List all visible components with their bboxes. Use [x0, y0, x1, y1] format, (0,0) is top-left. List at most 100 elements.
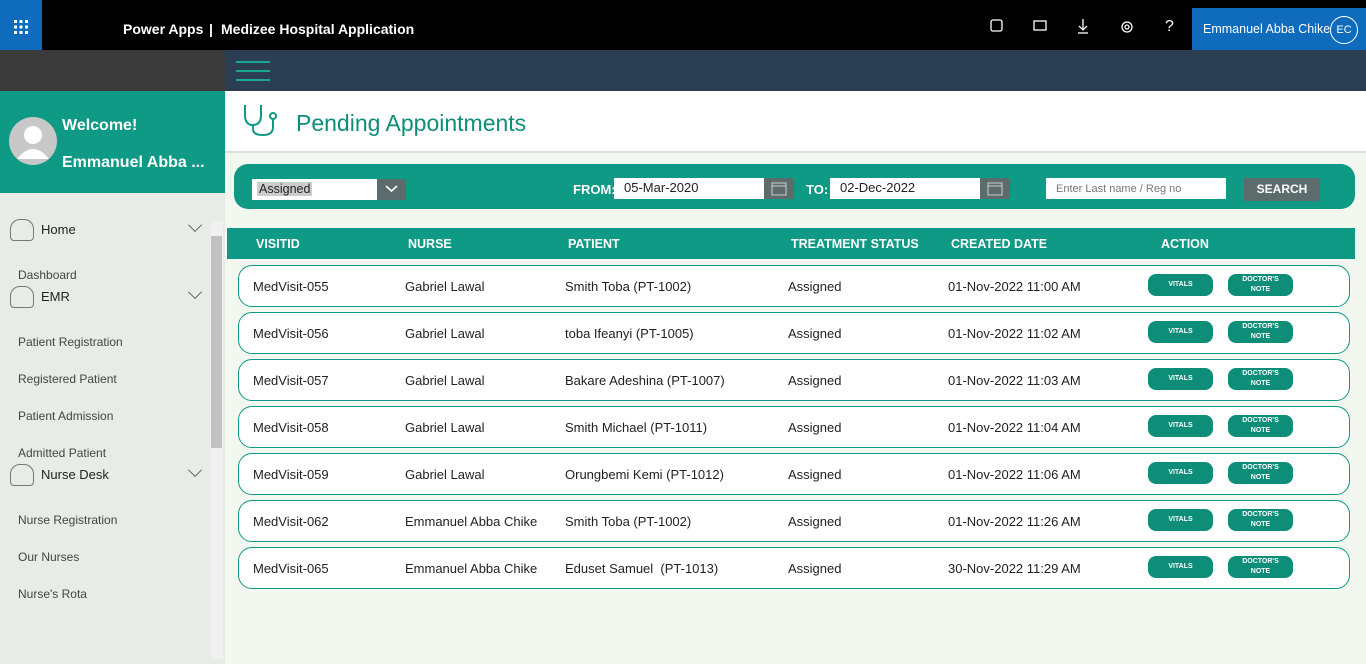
menu-item[interactable]: Nurse Registration — [18, 513, 118, 527]
menu-item[interactable]: Nurse's Rota — [18, 587, 87, 601]
vitals-button[interactable]: VITALS — [1148, 509, 1213, 531]
table-row[interactable]: MedVisit-057 Gabriel Lawal Bakare Adeshina… — [238, 359, 1350, 401]
menu-icon — [10, 219, 34, 241]
menu-chevron[interactable] — [188, 463, 202, 477]
vitals-button[interactable]: VITALS — [1148, 274, 1213, 296]
column-header: PATIENT — [568, 237, 620, 251]
table-cell: 01-Nov-2022 11:06 AM — [948, 467, 1081, 482]
column-header: ACTION — [1161, 237, 1209, 251]
search-input[interactable]: Enter Last name / Reg no — [1046, 178, 1226, 199]
table-row[interactable]: MedVisit-055 Gabriel Lawal Smith Toba (PT-… — [238, 265, 1350, 307]
welcome: Welcome! — [62, 117, 138, 134]
table-row[interactable]: MedVisit-062 Emmanuel Abba Chike Smith Tob… — [238, 500, 1350, 542]
table-cell: Assigned — [788, 420, 842, 435]
table-cell: Smith Michael (PT-1011) — [565, 420, 708, 435]
menu-item[interactable]: Patient Admission — [18, 409, 114, 423]
table-row[interactable]: MedVisit-059 Gabriel Lawal Orungbemi Kemi … — [238, 453, 1350, 495]
column-header: CREATED DATE — [951, 237, 1048, 251]
sidebar: Welcome! Emmanuel Abba ... Home Dashboard… — [0, 91, 225, 664]
table-body: MedVisit-055 Gabriel Lawal Smith Toba (PT-… — [225, 265, 1366, 664]
doctors-note-button[interactable]: DOCTOR'S NOTE — [1228, 556, 1293, 578]
table-cell: Gabriel Lawal — [405, 279, 485, 294]
from-calendar[interactable] — [764, 178, 794, 199]
nav-bar — [0, 50, 1366, 91]
scroll-thumb[interactable] — [211, 236, 222, 448]
profile-name: Emmanuel Abba ... — [62, 154, 205, 171]
to-calendar[interactable] — [980, 178, 1010, 199]
chevron — [385, 185, 398, 193]
from-date[interactable]: 05-Mar-2020 — [614, 178, 764, 199]
user-area[interactable]: Emmanuel Abba Chike EC — [1192, 8, 1366, 50]
menu-group[interactable]: Home — [41, 222, 76, 237]
menu: Home Dashboard EMR Patient Registration Regi… — [0, 218, 210, 664]
column-header: TREATMENT STATUS — [791, 237, 919, 251]
menu-group[interactable]: Nurse Desk — [41, 467, 109, 482]
menu-icon — [10, 464, 34, 486]
table-cell: Gabriel Lawal — [405, 467, 485, 482]
hamburger[interactable] — [236, 60, 272, 82]
vitals-button[interactable]: VITALS — [1148, 462, 1213, 484]
table-cell: Assigned — [788, 467, 842, 482]
table-cell: Bakare Adeshina (PT-1007) — [565, 373, 725, 388]
table-cell: Smith Toba (PT-1002) — [565, 514, 692, 529]
status-value: Assigned — [257, 182, 313, 196]
doctors-note-button[interactable]: DOCTOR'S NOTE — [1228, 368, 1293, 390]
table-cell: Assigned — [788, 373, 842, 388]
calendar-icon — [771, 182, 787, 196]
app-name: Power Apps — [123, 21, 204, 37]
page-header: Pending Appointments — [225, 91, 1366, 153]
table-row[interactable]: MedVisit-065 Emmanuel Abba Chike Eduset Sa… — [238, 547, 1350, 589]
table-cell: 01-Nov-2022 11:03 AM — [948, 373, 1081, 388]
waffle-icon — [14, 20, 28, 34]
vitals-button[interactable]: VITALS — [1148, 415, 1213, 437]
vitals-button[interactable]: VITALS — [1148, 321, 1213, 343]
table-cell: 01-Nov-2022 11:04 AM — [948, 420, 1081, 435]
table-cell: Assigned — [788, 326, 842, 341]
menu-item[interactable]: Dashboard — [18, 268, 77, 282]
main: Pending Appointments Assigned FROM: 05-M… — [225, 91, 1366, 664]
table-cell: MedVisit-058 — [253, 420, 329, 435]
app-title: Medizee Hospital Application — [221, 21, 415, 37]
menu-chevron[interactable] — [188, 285, 202, 299]
table-cell: Assigned — [788, 279, 842, 294]
menu-item[interactable]: Patient Registration — [18, 335, 123, 349]
doctors-note-button[interactable]: DOCTOR'S NOTE — [1228, 415, 1293, 437]
doctors-note-button[interactable]: DOCTOR'S NOTE — [1228, 462, 1293, 484]
search-button[interactable]: SEARCH — [1244, 178, 1320, 201]
to-date[interactable]: 02-Dec-2022 — [830, 178, 980, 199]
table-cell: 30-Nov-2022 11:29 AM — [948, 561, 1081, 576]
top-bar: Power Apps | Medizee Hospital Applicatio… — [0, 0, 1366, 50]
column-header: NURSE — [408, 237, 452, 251]
doctors-note-button[interactable]: DOCTOR'S NOTE — [1228, 509, 1293, 531]
app-launcher[interactable] — [0, 0, 42, 50]
help-icon[interactable]: ? — [1165, 18, 1174, 35]
table-cell: MedVisit-056 — [253, 326, 329, 341]
table-cell: 01-Nov-2022 11:26 AM — [948, 514, 1081, 529]
table-cell: 01-Nov-2022 11:00 AM — [948, 279, 1081, 294]
table-cell: Gabriel Lawal — [405, 326, 485, 341]
doctors-note-button[interactable]: DOCTOR'S NOTE — [1228, 274, 1293, 296]
table-cell: MedVisit-057 — [253, 373, 329, 388]
table-cell: 01-Nov-2022 11:02 AM — [948, 326, 1081, 341]
table-cell: MedVisit-065 — [253, 561, 329, 576]
vitals-button[interactable]: VITALS — [1148, 556, 1213, 578]
vitals-button[interactable]: VITALS — [1148, 368, 1213, 390]
status-dropdown[interactable]: Assigned — [252, 179, 406, 200]
doctors-note-button[interactable]: DOCTOR'S NOTE — [1228, 321, 1293, 343]
menu-icon — [10, 286, 34, 308]
menu-group[interactable]: EMR — [41, 289, 70, 304]
to-label: TO: — [806, 182, 829, 197]
table-row[interactable]: MedVisit-058 Gabriel Lawal Smith Michael (… — [238, 406, 1350, 448]
menu-item[interactable]: Registered Patient — [18, 372, 117, 386]
table-cell: Assigned — [788, 561, 842, 576]
dropdown-button[interactable] — [377, 179, 406, 200]
table-cell: Emmanuel Abba Chike — [405, 561, 538, 576]
menu-chevron[interactable] — [188, 218, 202, 232]
menu-item[interactable]: Our Nurses — [18, 550, 80, 564]
menu-item[interactable]: Admitted Patient — [18, 446, 107, 460]
table-row[interactable]: MedVisit-056 Gabriel Lawal toba Ifeanyi (P… — [238, 312, 1350, 354]
toolbar-icons[interactable] — [985, 17, 1135, 35]
filter-bar: Assigned FROM: 05-Mar-2020 TO: 02-Dec-20… — [234, 164, 1355, 209]
table-cell: Orungbemi Kemi (PT-1012) — [565, 467, 724, 482]
